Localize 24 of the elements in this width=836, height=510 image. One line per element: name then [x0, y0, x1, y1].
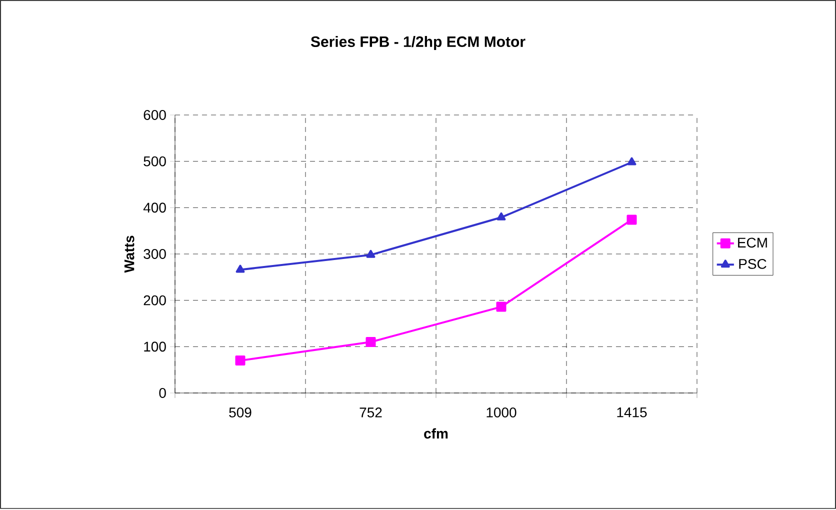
y-tick-label: 100 — [144, 342, 166, 352]
x-tick-label: 1000 — [486, 408, 516, 418]
point — [626, 214, 637, 225]
point — [236, 264, 245, 273]
point — [366, 250, 376, 258]
y-axis-title: Watts — [124, 236, 134, 273]
y-tick-label: 400 — [143, 202, 166, 213]
point — [366, 337, 376, 348]
y-tick-label: 600 — [144, 110, 166, 120]
legend-label: ECM — [738, 238, 767, 248]
y-tick-label: 300 — [144, 249, 166, 259]
x-tick-label: 752 — [360, 408, 382, 418]
point — [627, 157, 636, 166]
point — [235, 356, 246, 366]
y-tick-label: 500 — [144, 156, 166, 166]
x-tick-label: 1415 — [617, 408, 647, 418]
x-tick-label: 509 — [229, 408, 252, 418]
chart-title: Series FPB - 1/2hp ECM Motor — [310, 36, 526, 50]
y-tick-label: 0 — [159, 388, 166, 398]
point — [496, 302, 506, 312]
y-tick-label: 200 — [144, 295, 166, 306]
legend-label: PSC — [739, 258, 766, 269]
point — [496, 212, 506, 220]
x-axis-title: cfm — [424, 428, 448, 439]
